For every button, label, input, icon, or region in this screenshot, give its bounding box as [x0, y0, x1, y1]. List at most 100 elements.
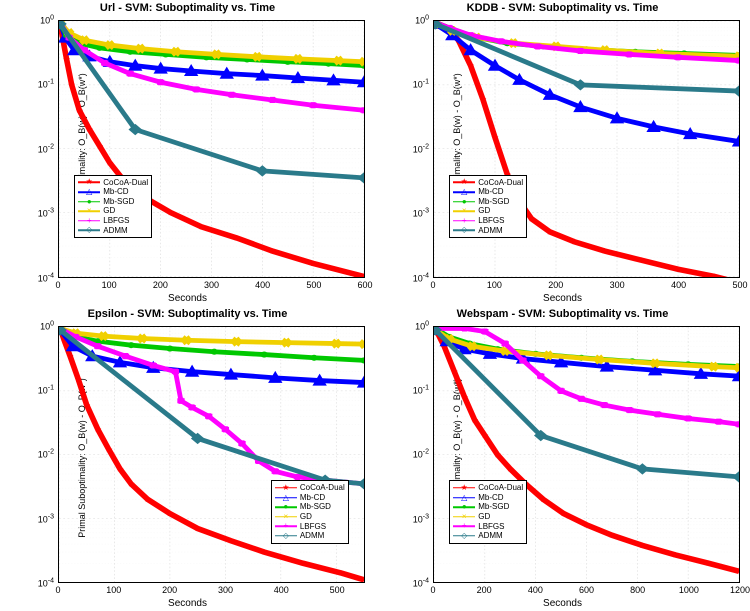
y-tick: 100: [415, 15, 429, 26]
x-tick: 400: [274, 585, 289, 595]
x-axis-label: Seconds: [375, 293, 750, 304]
x-axis-label: Seconds: [0, 598, 375, 609]
y-ticks: 10-410-310-210-1100: [30, 20, 56, 278]
panel-url: Url - SVM: Suboptimality vs. TimePrimal …: [0, 0, 375, 306]
y-tick: 10-3: [38, 208, 54, 219]
legend-item: ×GD: [453, 512, 523, 522]
x-tick: 400: [528, 585, 543, 595]
panel-title: Epsilon - SVM: Suboptimality vs. Time: [0, 308, 375, 320]
legend-label: LBFGS: [103, 216, 129, 226]
legend: ★CoCoA-Dual△Mb-CD●Mb-SGD×GD+LBFGS◇ADMM: [449, 175, 527, 239]
y-tick: 100: [40, 15, 54, 26]
y-tick: 10-4: [38, 578, 54, 589]
x-tick: 200: [162, 585, 177, 595]
legend-item: ●Mb-SGD: [275, 502, 345, 512]
legend-label: Mb-SGD: [103, 197, 134, 207]
x-tick: 0: [55, 280, 60, 290]
legend-label: Mb-SGD: [478, 197, 509, 207]
legend-label: LBFGS: [478, 522, 504, 532]
legend-item: +LBFGS: [453, 216, 523, 226]
plot-area: ★CoCoA-Dual△Mb-CD●Mb-SGD×GD+LBFGS◇ADMM: [58, 326, 365, 584]
x-tick: 300: [610, 280, 625, 290]
y-tick: 10-4: [413, 578, 429, 589]
x-tick: 800: [630, 585, 645, 595]
legend-item: ★CoCoA-Dual: [78, 178, 148, 188]
x-tick: 200: [477, 585, 492, 595]
y-tick: 10-2: [38, 143, 54, 154]
x-tick: 1000: [679, 585, 699, 595]
x-tick: 500: [306, 280, 321, 290]
legend-item: ◇ADMM: [453, 531, 523, 541]
x-tick: 400: [255, 280, 270, 290]
legend-item: ×GD: [78, 206, 148, 216]
y-tick: 10-1: [38, 384, 54, 395]
x-tick: 0: [430, 280, 435, 290]
y-ticks: 10-410-310-210-1100: [405, 20, 431, 278]
x-tick: 300: [204, 280, 219, 290]
y-tick: 10-4: [413, 272, 429, 283]
legend-label: LBFGS: [300, 522, 326, 532]
legend-label: CoCoA-Dual: [478, 483, 523, 493]
legend: ★CoCoA-Dual△Mb-CD●Mb-SGD×GD+LBFGS◇ADMM: [271, 480, 349, 544]
legend-item: ×GD: [275, 512, 345, 522]
legend-label: CoCoA-Dual: [478, 178, 523, 188]
x-tick: 200: [548, 280, 563, 290]
panel-title: Url - SVM: Suboptimality vs. Time: [0, 2, 375, 14]
legend-label: LBFGS: [478, 216, 504, 226]
x-tick: 500: [732, 280, 747, 290]
x-axis-label: Seconds: [375, 598, 750, 609]
legend-item: +LBFGS: [453, 522, 523, 532]
legend-item: ●Mb-SGD: [453, 197, 523, 207]
legend-label: Mb-CD: [300, 493, 325, 503]
y-tick: 10-3: [413, 208, 429, 219]
x-tick: 1200: [730, 585, 750, 595]
legend-label: ADMM: [300, 531, 324, 541]
legend-item: △Mb-CD: [453, 187, 523, 197]
panel-title: Webspam - SVM: Suboptimality vs. Time: [375, 308, 750, 320]
legend-item: ★CoCoA-Dual: [453, 178, 523, 188]
panel-title: KDDB - SVM: Suboptimality vs. Time: [375, 2, 750, 14]
y-tick: 10-2: [413, 143, 429, 154]
panel-epsilon: Epsilon - SVM: Suboptimality vs. TimePri…: [0, 306, 375, 611]
legend-label: GD: [478, 206, 490, 216]
legend-item: ◇ADMM: [275, 531, 345, 541]
figure-grid: Url - SVM: Suboptimality vs. TimePrimal …: [0, 0, 750, 611]
x-ticks: 0100200300400500600: [58, 280, 365, 292]
legend-label: CoCoA-Dual: [300, 483, 345, 493]
y-tick: 10-3: [413, 513, 429, 524]
legend-label: ADMM: [478, 226, 502, 236]
x-tick: 400: [671, 280, 686, 290]
x-tick: 100: [102, 280, 117, 290]
x-tick: 300: [218, 585, 233, 595]
x-tick: 500: [330, 585, 345, 595]
legend-item: △Mb-CD: [453, 493, 523, 503]
y-tick: 10-1: [38, 79, 54, 90]
legend-item: ◇ADMM: [78, 226, 148, 236]
x-tick: 200: [153, 280, 168, 290]
x-tick: 0: [55, 585, 60, 595]
y-tick: 10-1: [413, 384, 429, 395]
y-ticks: 10-410-310-210-1100: [30, 326, 56, 584]
x-tick: 100: [487, 280, 502, 290]
legend-item: △Mb-CD: [275, 493, 345, 503]
legend-label: Mb-SGD: [478, 502, 509, 512]
legend-item: ★CoCoA-Dual: [453, 483, 523, 493]
legend-label: Mb-SGD: [300, 502, 331, 512]
legend-item: △Mb-CD: [78, 187, 148, 197]
y-tick: 10-1: [413, 79, 429, 90]
legend-label: Mb-CD: [103, 187, 128, 197]
legend-label: ADMM: [478, 531, 502, 541]
legend-label: GD: [300, 512, 312, 522]
legend-item: ×GD: [453, 206, 523, 216]
plot-area: ★CoCoA-Dual△Mb-CD●Mb-SGD×GD+LBFGS◇ADMM: [433, 20, 740, 278]
x-tick: 0: [430, 585, 435, 595]
legend-item: +LBFGS: [78, 216, 148, 226]
legend-item: ●Mb-SGD: [453, 502, 523, 512]
y-tick: 100: [415, 320, 429, 331]
y-tick: 100: [40, 320, 54, 331]
legend-item: ◇ADMM: [453, 226, 523, 236]
legend: ★CoCoA-Dual△Mb-CD●Mb-SGD×GD+LBFGS◇ADMM: [74, 175, 152, 239]
y-tick: 10-3: [38, 513, 54, 524]
legend-label: ADMM: [103, 226, 127, 236]
x-tick: 100: [106, 585, 121, 595]
